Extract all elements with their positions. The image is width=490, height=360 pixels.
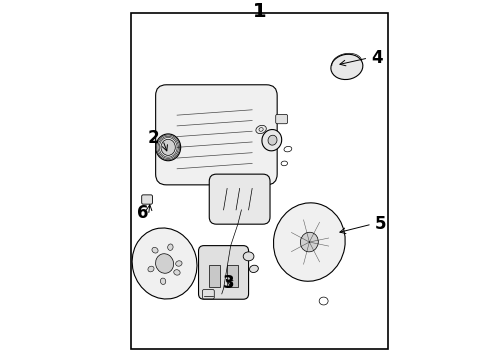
- Bar: [131, 13, 388, 349]
- Text: 6: 6: [137, 204, 149, 222]
- FancyBboxPatch shape: [276, 114, 288, 124]
- Ellipse shape: [156, 134, 181, 161]
- Ellipse shape: [156, 254, 173, 273]
- FancyBboxPatch shape: [142, 195, 152, 204]
- Ellipse shape: [161, 139, 175, 156]
- Text: 1: 1: [252, 2, 266, 21]
- Bar: [209, 265, 220, 287]
- Ellipse shape: [176, 261, 182, 266]
- Ellipse shape: [268, 135, 277, 145]
- Bar: [227, 265, 238, 287]
- Text: 1: 1: [253, 2, 266, 21]
- Ellipse shape: [262, 130, 282, 151]
- FancyBboxPatch shape: [209, 174, 270, 224]
- FancyBboxPatch shape: [156, 85, 277, 185]
- Ellipse shape: [256, 125, 266, 134]
- Ellipse shape: [243, 252, 254, 261]
- Ellipse shape: [273, 203, 345, 281]
- Ellipse shape: [168, 244, 173, 250]
- Ellipse shape: [300, 232, 318, 252]
- Ellipse shape: [249, 265, 258, 273]
- Ellipse shape: [331, 54, 363, 80]
- Ellipse shape: [148, 266, 154, 272]
- Text: 3: 3: [223, 274, 235, 292]
- Text: 5: 5: [375, 215, 387, 233]
- Ellipse shape: [152, 247, 158, 253]
- Text: 4: 4: [371, 49, 383, 67]
- Ellipse shape: [132, 228, 197, 299]
- Text: 2: 2: [148, 129, 160, 147]
- Ellipse shape: [160, 278, 166, 284]
- FancyBboxPatch shape: [198, 246, 248, 299]
- FancyBboxPatch shape: [202, 289, 214, 299]
- Ellipse shape: [174, 270, 180, 275]
